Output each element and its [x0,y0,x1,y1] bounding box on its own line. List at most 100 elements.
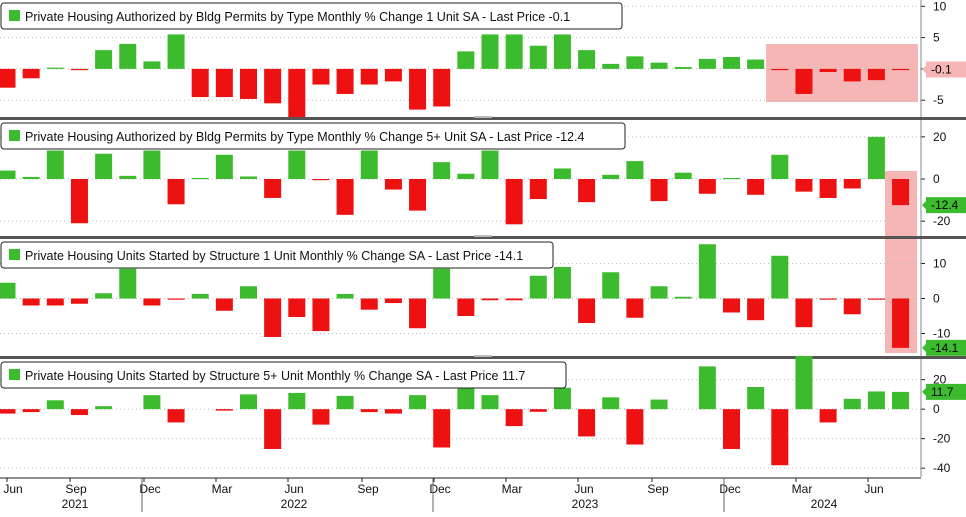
legend-box [0,361,567,389]
last-price-label: -12.4 [931,198,959,212]
bar [457,298,475,316]
bar [409,298,427,329]
bar [698,179,716,194]
x-tick-label: Mar [792,482,813,496]
bar [795,298,813,328]
bar [771,255,789,299]
bar [215,298,233,311]
bar [46,400,64,410]
bar [674,172,692,179]
bar [819,68,837,73]
last-price-label: -14.1 [931,341,959,355]
y-tick-label: -5 [933,93,944,107]
bar [481,34,499,69]
bar [892,68,910,71]
bar [264,68,282,104]
bar [674,296,692,299]
bar [22,298,40,306]
bar [167,298,185,300]
bar [215,68,233,98]
bar [795,179,813,192]
x-tick-label: Jun [574,482,593,496]
bar [747,298,765,321]
bar [674,67,692,69]
bar [867,136,885,179]
bar [360,298,378,310]
bar [143,395,161,410]
y-tick-label: 0 [933,402,940,416]
bar [867,298,885,300]
bar [95,153,113,179]
bar [892,391,910,410]
y-tick-label: 5 [933,31,940,45]
bar [264,298,282,337]
bar [747,179,765,195]
bar [167,34,185,69]
x-year-label: 2021 [62,497,89,511]
bar [288,298,306,318]
last-price-label: 11.7 [931,385,954,399]
bar [505,179,523,225]
bar [409,395,427,410]
bar [650,399,668,410]
bar [22,176,40,179]
bar [70,179,88,224]
bar [240,176,257,179]
x-year-label: 2022 [281,497,308,511]
bar [819,298,837,300]
bar [529,409,547,412]
bar [95,50,113,69]
bar [46,298,64,306]
bar [723,56,740,69]
bar [0,409,16,414]
bar [143,61,161,69]
bar [698,244,716,299]
x-tick-label: Mar [502,482,523,496]
bar [843,179,861,189]
bar [481,150,499,179]
bar [22,409,40,413]
last-price-badge [926,197,966,214]
y-tick-label: 10 [933,257,947,271]
bar [553,34,571,69]
bar [433,162,451,179]
bar [409,68,427,110]
bar [336,179,354,215]
chart-title: Private Housing Units Started by Structu… [25,369,525,383]
bar [723,409,740,449]
bar [336,395,354,410]
panel-separator-handle [474,355,492,357]
panel-separator-handle [474,235,492,237]
bar [843,398,861,410]
y-tick-label: 0 [933,292,940,306]
bar [433,268,451,299]
bar [553,267,571,299]
bar [240,394,257,410]
y-tick-label: -40 [933,461,951,475]
bar [312,179,330,181]
bar [747,59,765,69]
bar [143,150,161,179]
bar [553,168,571,179]
y-tick-label: 20 [933,130,947,144]
last-price-label: -0.1 [931,63,952,77]
legend-box [0,241,554,269]
y-tick-label: -10 [933,327,951,341]
x-year-label: 2023 [572,497,599,511]
bar [529,45,547,69]
bar [457,173,475,179]
bar [288,392,306,410]
bar [433,409,451,448]
bar [119,43,137,69]
bar [288,68,306,119]
x-tick-label: Jun [284,482,303,496]
bar [892,298,910,348]
bar [240,286,257,299]
bar [384,68,402,82]
x-tick-label: Dec [139,482,160,496]
legend-box [0,2,623,30]
bar [70,298,88,304]
y-tick-label: -20 [933,432,951,446]
bar [650,179,668,202]
bar [626,56,644,69]
